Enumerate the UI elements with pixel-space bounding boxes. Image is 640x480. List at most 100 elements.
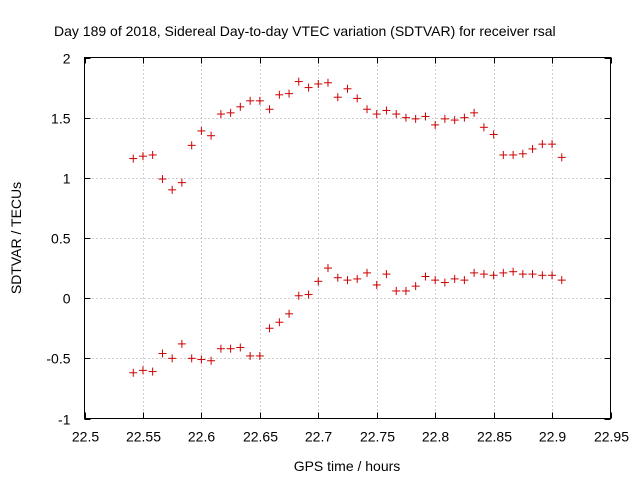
data-point-upper <box>304 83 313 92</box>
data-point-upper <box>450 116 459 125</box>
data-point-upper <box>158 175 167 184</box>
x-tick-label: 22.75 <box>360 429 395 445</box>
data-point-lower <box>421 272 430 281</box>
data-point-upper <box>470 108 479 117</box>
data-point-lower <box>528 270 537 279</box>
data-point-lower <box>548 271 557 280</box>
data-point-upper <box>148 150 157 159</box>
data-point-lower <box>431 276 440 285</box>
grid-layer <box>84 57 611 419</box>
x-tick-label: 22.95 <box>594 429 629 445</box>
data-point-upper <box>168 185 177 194</box>
y-tick-label: 0.5 <box>51 231 71 247</box>
data-point-lower <box>207 356 216 365</box>
data-point-lower <box>129 368 138 377</box>
data-point-upper <box>401 113 410 122</box>
data-point-upper <box>431 120 440 129</box>
data-point-upper <box>421 112 430 121</box>
data-point-lower <box>343 276 352 285</box>
tick-label-layer: 22.5 22.55 22.6 22.65 22.7 22.75 22.8 22.85 22.9… <box>46 51 629 445</box>
data-point-lower <box>479 270 488 279</box>
data-point-upper <box>489 130 498 139</box>
data-point-lower <box>246 351 255 360</box>
data-point-upper <box>557 153 566 162</box>
x-tick-label: 22.85 <box>477 429 512 445</box>
data-point-upper <box>255 96 264 105</box>
data-point-lower <box>158 349 167 358</box>
data-point-upper <box>363 105 372 114</box>
y-tick-label: -0.5 <box>46 351 70 367</box>
data-point-lower <box>255 351 264 360</box>
data-point-lower <box>363 268 372 277</box>
tick-layer <box>84 57 612 420</box>
data-point-lower <box>538 271 547 280</box>
data-point-lower <box>138 366 147 375</box>
data-point-upper <box>372 110 381 119</box>
data-point-upper <box>138 152 147 161</box>
data-point-lower <box>265 324 274 333</box>
plot-frame <box>84 57 611 419</box>
data-point-lower <box>353 274 362 283</box>
data-point-lower <box>187 354 196 363</box>
x-tick-label: 22.6 <box>188 429 215 445</box>
data-point-lower <box>333 273 342 282</box>
data-point-lower <box>304 290 313 299</box>
data-point-lower <box>509 267 518 276</box>
y-tick-label: -1 <box>58 412 71 428</box>
data-point-upper <box>440 114 449 123</box>
y-tick-label: 1.5 <box>51 111 71 127</box>
data-point-lower <box>148 367 157 376</box>
data-point-upper <box>528 144 537 153</box>
data-point-lower <box>372 280 381 289</box>
data-point-upper <box>392 110 401 119</box>
data-point-lower <box>216 344 225 353</box>
data-point-lower <box>168 354 177 363</box>
x-tick-label: 22.65 <box>243 429 278 445</box>
data-point-lower <box>411 282 420 291</box>
data-point-upper <box>177 178 186 187</box>
data-point-upper <box>129 154 138 163</box>
data-point-upper <box>236 102 245 111</box>
data-point-lower <box>323 264 332 273</box>
data-point-upper <box>333 93 342 102</box>
x-tick-label: 22.7 <box>305 429 332 445</box>
data-point-lower <box>197 355 206 364</box>
x-tick-label: 22.8 <box>422 429 449 445</box>
data-point-upper <box>548 140 557 149</box>
data-point-upper <box>265 105 274 114</box>
data-point-lower <box>460 276 469 285</box>
data-point-upper <box>187 141 196 150</box>
data-point-upper <box>197 126 206 135</box>
x-axis-title: GPS time / hours <box>294 458 401 474</box>
y-tick-label: 0 <box>63 291 71 307</box>
data-point-upper <box>294 77 303 86</box>
data-point-upper <box>411 114 420 123</box>
data-point-upper <box>246 96 255 105</box>
y-tick-label: 1 <box>63 171 71 187</box>
y-tick-label: 2 <box>63 51 71 67</box>
data-point-upper <box>382 106 391 115</box>
data-point-lower <box>450 274 459 283</box>
chart-title: Day 189 of 2018, Sidereal Day-to-day VTE… <box>54 23 556 39</box>
data-point-lower <box>518 270 527 279</box>
data-point-upper <box>538 140 547 149</box>
y-axis-title: SDTVAR / TECUs <box>8 182 24 294</box>
x-tick-label: 22.55 <box>126 429 161 445</box>
data-point-upper <box>499 150 508 159</box>
data-point-lower <box>275 318 284 327</box>
data-point-upper <box>314 79 323 88</box>
data-point-lower <box>489 271 498 280</box>
data-point-upper <box>323 78 332 87</box>
data-point-upper <box>479 123 488 132</box>
data-point-lower <box>226 344 235 353</box>
data-point-lower <box>177 339 186 348</box>
x-tick-label: 22.5 <box>72 429 99 445</box>
data-point-upper <box>343 84 352 93</box>
data-point-upper <box>285 89 294 98</box>
data-point-lower <box>401 286 410 295</box>
data-point-upper <box>216 110 225 119</box>
data-point-upper <box>460 113 469 122</box>
data-point-lower <box>314 277 323 286</box>
data-point-lower <box>382 270 391 279</box>
